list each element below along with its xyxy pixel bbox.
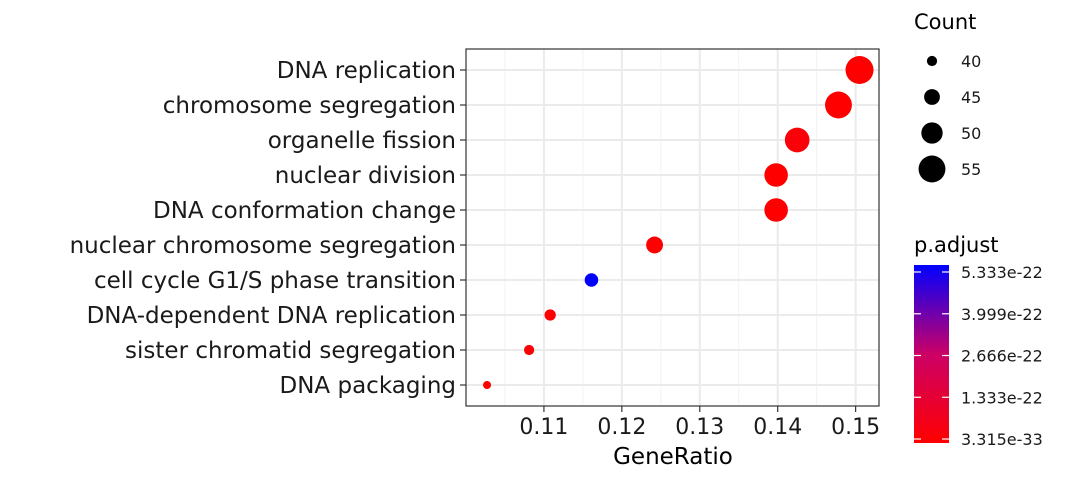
color-legend-label: 1.333e-22 <box>961 388 1043 407</box>
term-label: DNA conformation change <box>153 198 456 224</box>
term-label: DNA packaging <box>280 373 456 399</box>
color-legend-label: 2.666e-22 <box>961 347 1043 366</box>
color-legend-label: 5.333e-22 <box>961 263 1043 282</box>
term-label: nuclear division <box>275 163 456 189</box>
size-legend-label: 40 <box>961 52 981 71</box>
term-label: nuclear chromosome segregation <box>70 233 456 259</box>
plot-background <box>466 49 879 406</box>
size-legend-title: Count <box>914 10 976 34</box>
term-label: DNA replication <box>277 58 456 84</box>
color-legend-label: 3.999e-22 <box>961 305 1043 324</box>
x-tick-label: 0.14 <box>753 415 802 440</box>
x-tick-label: 0.13 <box>675 415 724 440</box>
term-label: sister chromatid segregation <box>125 338 456 364</box>
x-axis: 0.11 0.12 0.13 0.14 0.15 <box>519 406 880 440</box>
term-label: chromosome segregation <box>163 93 456 119</box>
points-layer <box>483 56 874 389</box>
data-point <box>646 236 664 254</box>
size-legend-key <box>921 122 943 144</box>
size-legend: 40 45 50 55 <box>918 52 981 183</box>
y-axis: DNA replication chromosome segregation org… <box>70 58 466 399</box>
size-legend-key <box>924 89 940 105</box>
data-point <box>825 91 852 119</box>
data-point <box>764 163 788 187</box>
color-legend-title: p.adjust <box>914 233 999 257</box>
data-point <box>524 344 535 356</box>
term-label: cell cycle G1/S phase transition <box>94 268 456 294</box>
term-label: DNA-dependent DNA replication <box>87 303 456 329</box>
x-tick-label: 0.15 <box>831 415 880 440</box>
data-point <box>784 127 810 153</box>
data-point <box>483 381 492 389</box>
color-legend-label: 3.315e-33 <box>961 430 1043 449</box>
data-point <box>845 56 874 84</box>
x-tick-label: 0.12 <box>597 415 646 440</box>
color-legend-bar <box>914 265 949 443</box>
plot-panel-border <box>465 48 880 407</box>
data-point <box>584 273 599 287</box>
color-legend-ticks: 5.333e-22 3.999e-22 2.666e-22 1.333e-22 3.31… <box>914 263 1043 449</box>
term-label: organelle fission <box>268 128 456 154</box>
size-legend-label: 55 <box>961 160 981 179</box>
grid-layer <box>466 49 879 406</box>
x-tick-label: 0.11 <box>519 415 568 440</box>
size-legend-key <box>926 55 938 67</box>
data-point <box>544 309 556 321</box>
size-legend-label: 45 <box>961 88 981 107</box>
size-legend-key <box>918 155 946 183</box>
size-legend-label: 50 <box>961 124 981 143</box>
data-point <box>764 198 788 222</box>
x-axis-title: GeneRatio <box>613 444 733 470</box>
